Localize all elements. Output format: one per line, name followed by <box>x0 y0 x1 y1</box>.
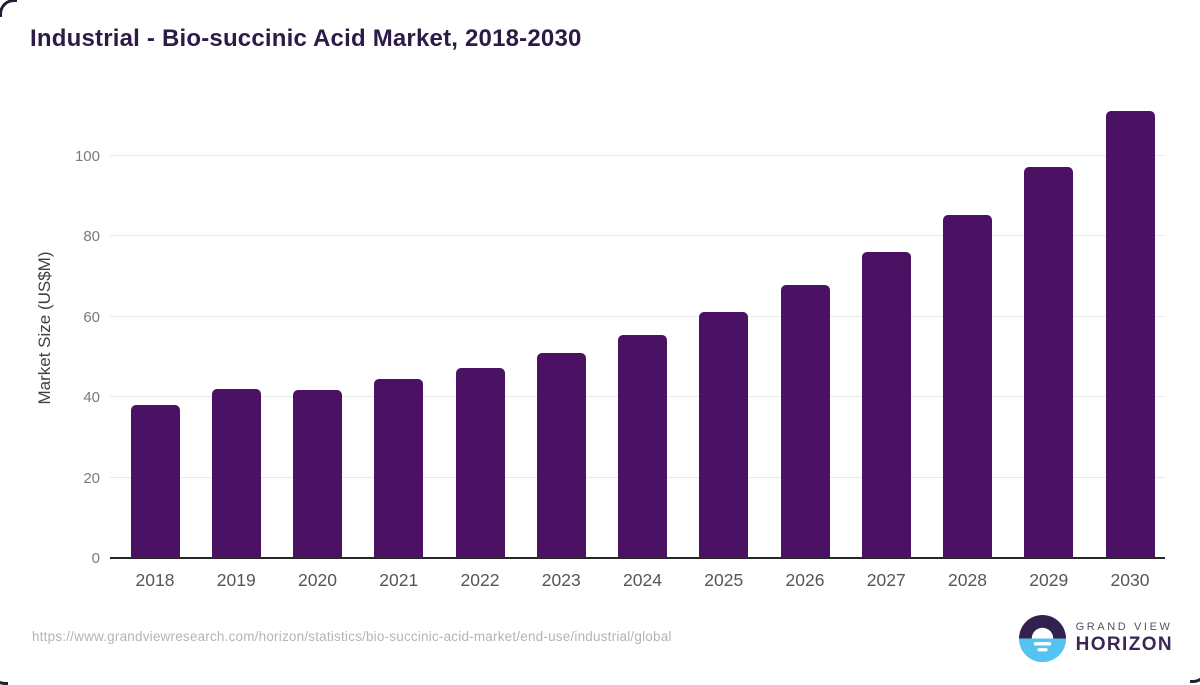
bar-2020 <box>293 389 342 558</box>
x-tick-label-2029: 2029 <box>1029 570 1069 590</box>
logo-text: GRAND VIEW HORIZON <box>1076 621 1173 656</box>
x-tick-label-2030: 2030 <box>1110 570 1150 590</box>
bar-2027 <box>861 252 911 558</box>
gridline-100 <box>110 155 1165 156</box>
bar-2022 <box>455 368 505 558</box>
bar-2021 <box>374 378 424 558</box>
bar-2018 <box>130 404 180 558</box>
y-tick-label-20: 20 <box>83 469 100 487</box>
gridline-60 <box>110 315 1165 317</box>
frame-corner-bottom-right <box>1190 665 1200 683</box>
y-axis-labels: 0 20 40 60 80 100 <box>0 96 100 567</box>
x-tick-label-2021: 2021 <box>379 570 419 590</box>
frame-corner-bottom-left <box>0 667 8 685</box>
chart-title: Industrial - Bio-succinic Acid Market, 2… <box>30 25 582 52</box>
frame-corner-top-right <box>1190 0 1200 10</box>
y-tick-label-80: 80 <box>83 228 100 246</box>
bar-2024 <box>618 334 667 558</box>
horizon-sun-icon <box>1018 615 1066 662</box>
x-tick-label-2018: 2018 <box>135 570 175 590</box>
x-tick-label-2028: 2028 <box>948 570 987 590</box>
y-tick-label-0: 0 <box>91 550 100 567</box>
x-tick-label-2025: 2025 <box>704 570 744 590</box>
x-tick-label-2027: 2027 <box>866 570 906 590</box>
frame-corner-top-left <box>0 0 17 17</box>
y-tick-label-40: 40 <box>83 389 100 407</box>
y-tick-label-100: 100 <box>74 148 100 165</box>
bar-2028 <box>943 215 992 558</box>
x-tick-label-2026: 2026 <box>785 570 825 590</box>
x-tick-label-2024: 2024 <box>623 570 662 590</box>
plot-area <box>110 96 1165 559</box>
bar-2023 <box>536 353 586 558</box>
x-tick-label-2019: 2019 <box>216 570 256 590</box>
gridline-80 <box>110 235 1165 237</box>
bar-2019 <box>211 389 261 558</box>
source-url: https://www.grandviewresearch.com/horizo… <box>32 629 672 644</box>
bar-2029 <box>1024 167 1074 558</box>
logo-text-grand-view: GRAND VIEW <box>1075 621 1173 633</box>
bar-2026 <box>780 284 830 558</box>
bar-2025 <box>699 311 749 558</box>
x-axis-labels: 2018 2019 2020 2021 2022 2023 2024 2025 2026 2027… <box>110 570 1165 594</box>
x-tick-label-2023: 2023 <box>541 570 581 590</box>
grand-view-horizon-logo: GRAND VIEW HORIZON <box>1018 615 1173 662</box>
x-tick-label-2020: 2020 <box>298 570 337 590</box>
logo-text-horizon: HORIZON <box>1075 634 1173 655</box>
y-tick-label-60: 60 <box>83 308 100 326</box>
bar-2030 <box>1105 111 1155 558</box>
x-tick-label-2022: 2022 <box>460 570 500 590</box>
x-axis-line <box>110 557 1165 559</box>
